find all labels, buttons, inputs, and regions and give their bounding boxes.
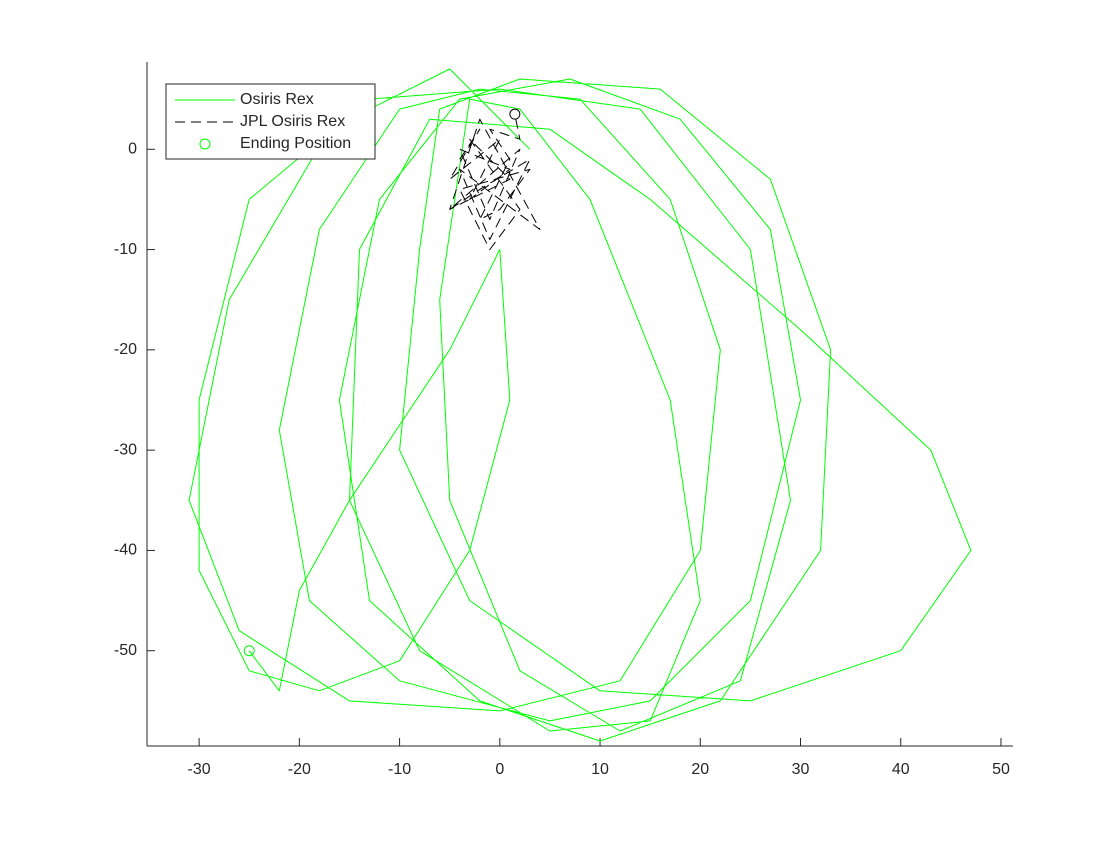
x-tick-label: 20 — [691, 761, 709, 778]
legend-label: Ending Position — [240, 135, 351, 152]
x-tick-label: 0 — [495, 761, 504, 778]
end-marker — [243, 645, 255, 657]
x-tick-label: 10 — [591, 761, 609, 778]
y-tick-label: -40 — [114, 542, 137, 559]
legend-label: JPL Osiris Rex — [240, 113, 345, 130]
x-tick-label: 40 — [892, 761, 910, 778]
x-tick-label: 30 — [792, 761, 810, 778]
y-tick-label: -10 — [114, 241, 137, 258]
y-tick-label: -20 — [114, 341, 137, 358]
legend-marker — [199, 138, 211, 150]
y-tick-label: 0 — [128, 140, 137, 157]
y-tick-label: -30 — [114, 441, 137, 458]
legend-label: Osiris Rex — [240, 91, 314, 108]
x-tick-label: -30 — [188, 761, 211, 778]
x-tick-label: -20 — [288, 761, 311, 778]
trajectory — [449, 114, 541, 250]
legend: Osiris Rex JPL Osiris Rex Ending Position — [165, 83, 376, 160]
x-tick-label: 50 — [992, 761, 1010, 778]
trajectory — [188, 68, 972, 742]
y-tick-label: -50 — [114, 642, 137, 659]
end-marker — [509, 108, 521, 120]
x-tick-label: -10 — [388, 761, 411, 778]
